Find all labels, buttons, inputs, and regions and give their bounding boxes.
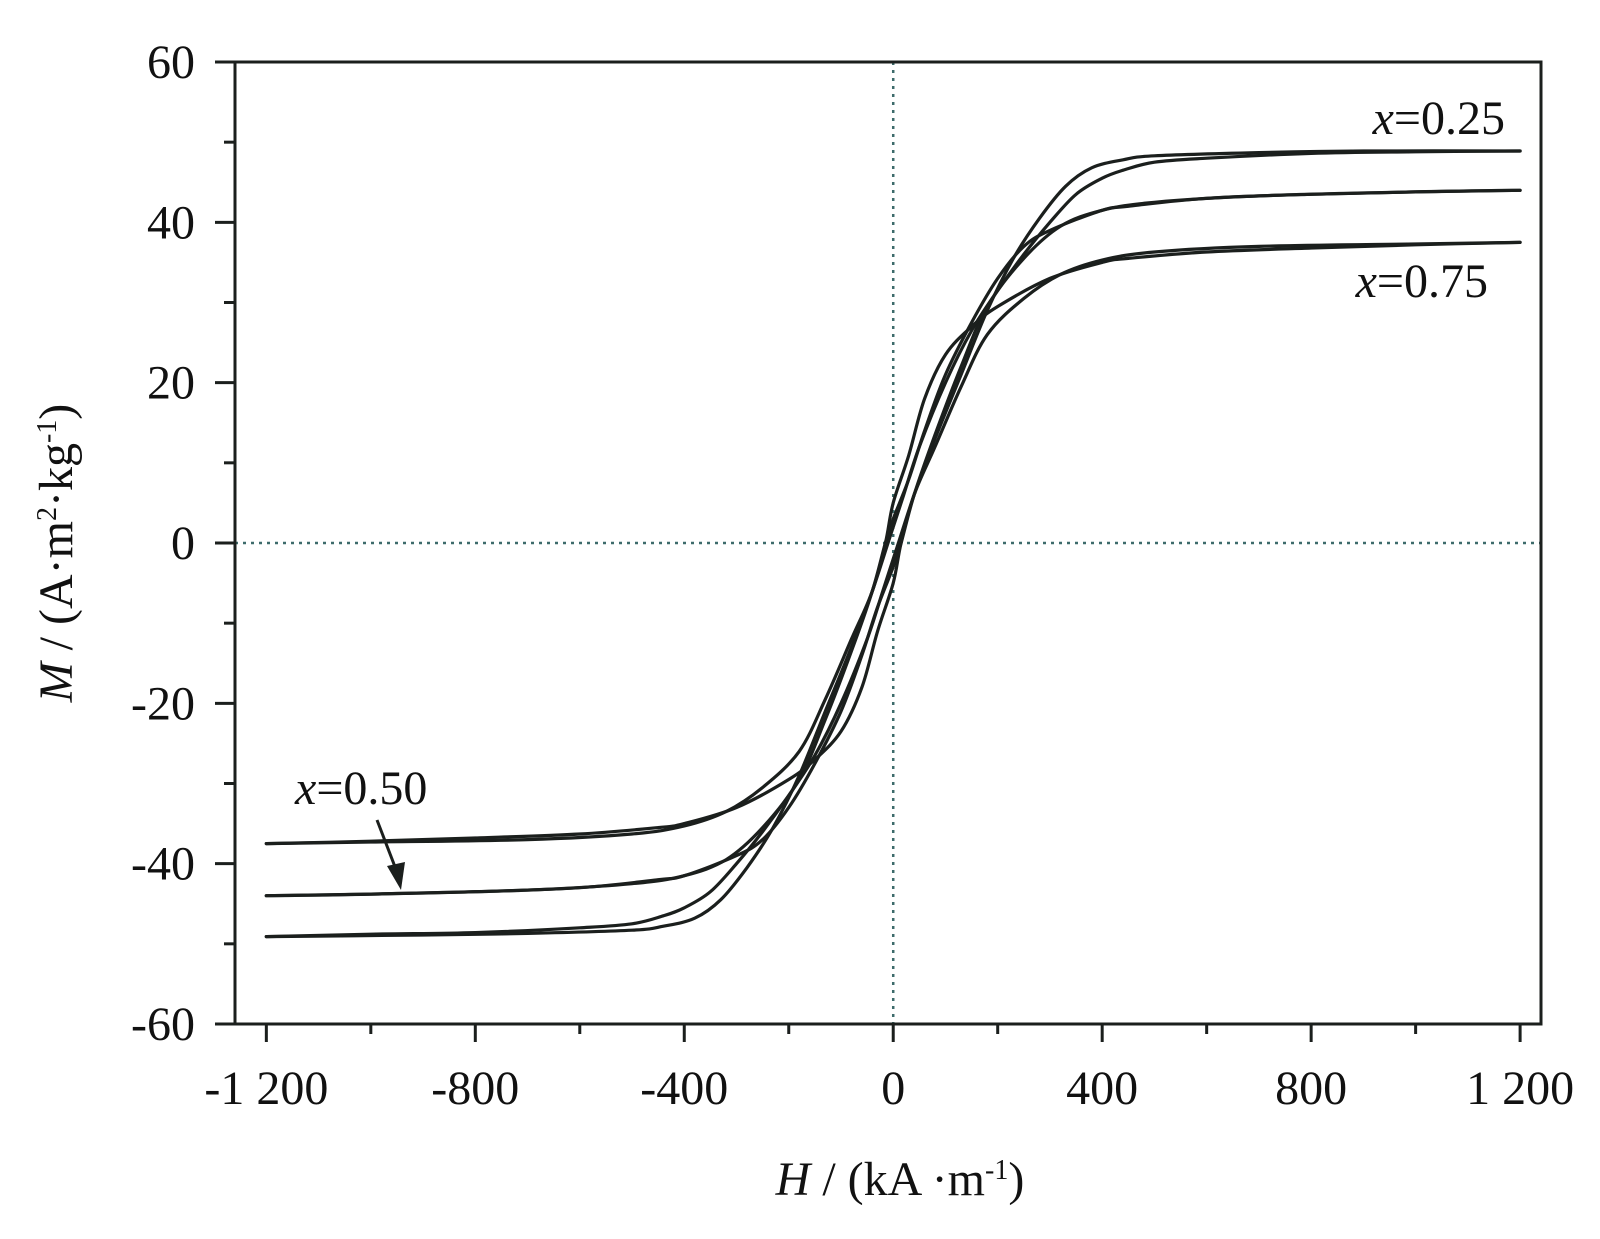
x-tick-label: -400 <box>640 1062 728 1115</box>
series-label-x-0-25-symbol: x <box>1372 92 1394 145</box>
y-tick-label: -40 <box>131 838 195 891</box>
x-axis-unit-text: / (kA ·m <box>810 1153 985 1206</box>
hysteresis-curve-0-25-descending-branch <box>264 149 1522 939</box>
hysteresis-curve-0-75-descending-branch <box>264 240 1522 846</box>
x-tick-label: 1 200 <box>1466 1062 1574 1115</box>
y-tick-label: -60 <box>131 998 195 1051</box>
hysteresis-curve-0-75-ascending-branch <box>264 240 1522 846</box>
y-axis-unit-mid: ·kg <box>30 443 83 507</box>
x-tick-label: 800 <box>1275 1062 1347 1115</box>
series-label-x-0-75-symbol: x <box>1355 255 1377 308</box>
y-tick-label: 60 <box>147 36 195 89</box>
series-label-x-0-75-value: =0.75 <box>1377 255 1488 308</box>
x-axis-unit-superscript: -1 <box>985 1155 1008 1186</box>
y-tick-label: 40 <box>147 196 195 249</box>
series-label-x-0-50-value: =0.50 <box>316 762 427 815</box>
series-label-x-0-25: x=0.25 <box>1372 92 1505 145</box>
y-tick-label: -20 <box>131 677 195 730</box>
y-axis-unit-superscript-1: 2 <box>32 507 63 521</box>
series-label-x-0-50-symbol: x <box>294 762 316 815</box>
series-label-x-0-25-value: =0.25 <box>1394 92 1505 145</box>
x-tick-label: -800 <box>431 1062 519 1115</box>
y-axis-ticks: -60 -40 -20 0 20 40 60 <box>131 36 235 1051</box>
x-axis-ticks: -1 200 -800 -400 0 400 800 1 200 <box>204 1024 1574 1115</box>
x-axis-title: H / (kA ·m-1) <box>775 1153 1025 1206</box>
x-tick-label: -1 200 <box>204 1062 328 1115</box>
y-axis-unit-superscript-2: -1 <box>32 420 63 443</box>
x-axis-symbol: H <box>775 1153 813 1206</box>
hysteresis-curve-0-50-ascending-branch <box>264 188 1522 898</box>
series-label-x-0-50: x=0.50 <box>294 762 427 815</box>
y-axis-title: M / (A·m2·kg-1) <box>30 404 83 704</box>
y-axis-symbol: M <box>30 659 83 703</box>
y-tick-label: 20 <box>147 357 195 410</box>
series-label-x-0-75: x=0.75 <box>1355 255 1488 308</box>
y-tick-label: 0 <box>171 517 195 570</box>
x-tick-label: 0 <box>881 1062 905 1115</box>
y-axis-unit-close: ) <box>30 404 83 420</box>
y-axis-unit-text: / (A·m <box>30 521 83 662</box>
series-label-x-0-50-arrow <box>375 819 405 890</box>
x-axis-unit-close: ) <box>1008 1153 1024 1206</box>
hysteresis-curve-0-25-ascending-branch <box>264 149 1522 939</box>
x-tick-label: 400 <box>1066 1062 1138 1115</box>
hysteresis-curves <box>264 149 1522 939</box>
zero-reference-lines <box>235 62 1541 1024</box>
